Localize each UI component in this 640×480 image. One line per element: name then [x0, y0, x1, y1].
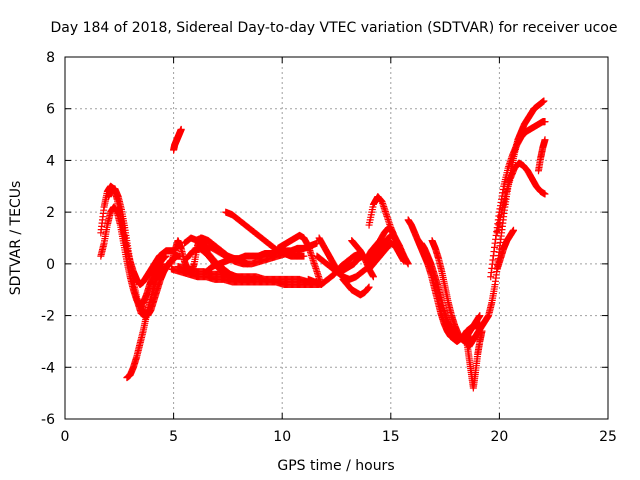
x-axis-label: GPS time / hours — [277, 458, 394, 474]
y-tick-label: 2 — [46, 205, 55, 221]
data-series — [493, 159, 549, 237]
y-tick-label: -6 — [41, 412, 55, 428]
data-point — [241, 275, 249, 283]
x-tick-label: 15 — [382, 429, 400, 445]
data-series — [170, 125, 185, 154]
data-series — [534, 136, 549, 175]
data-series — [487, 118, 549, 281]
data-point — [369, 273, 377, 281]
data-point — [476, 312, 484, 320]
x-tick-label: 20 — [490, 429, 508, 445]
data-point — [540, 97, 548, 105]
data-series — [417, 239, 484, 343]
plot-frame — [64, 56, 609, 420]
data-point — [177, 125, 185, 133]
y-axis-ticks: -6 -4 -2 0 2 4 6 8 — [41, 50, 608, 428]
y-tick-label: -2 — [41, 309, 55, 325]
x-tick-label: 5 — [169, 429, 178, 445]
x-axis-ticks: 0 5 10 15 20 25 — [61, 57, 617, 445]
x-tick-label: 10 — [273, 429, 291, 445]
data-point — [252, 275, 260, 283]
data-point — [541, 190, 549, 198]
data-point — [541, 118, 549, 126]
data-series — [348, 237, 377, 281]
y-axis-label: SDTVAR / TECUs — [8, 181, 24, 296]
data-series — [191, 234, 251, 268]
data-point — [243, 260, 251, 268]
data-point — [510, 226, 518, 234]
grid-lines — [65, 57, 608, 419]
data-series — [97, 182, 180, 289]
data-series — [493, 226, 518, 273]
data-points — [97, 97, 549, 392]
data-series — [183, 244, 249, 283]
data-point — [300, 252, 308, 260]
data-point — [541, 136, 549, 144]
x-tick-label: 0 — [61, 429, 70, 445]
y-tick-label: 6 — [46, 102, 55, 118]
data-point — [365, 283, 373, 291]
y-tick-label: 0 — [46, 257, 55, 273]
data-point — [162, 252, 170, 260]
data-series — [104, 185, 148, 320]
x-tick-label: 25 — [599, 429, 617, 445]
data-point — [159, 260, 167, 268]
chart-title: Day 184 of 2018, Sidereal Day-to-day VTE… — [51, 20, 618, 36]
data-series — [365, 239, 408, 273]
data-point — [400, 257, 408, 265]
data-series — [463, 327, 486, 392]
y-tick-label: 8 — [46, 50, 55, 66]
y-tick-label: -4 — [41, 360, 55, 376]
data-series — [222, 208, 308, 260]
data-point — [404, 260, 412, 268]
y-tick-label: 4 — [46, 153, 55, 169]
data-series — [465, 97, 548, 351]
data-series — [339, 275, 373, 299]
